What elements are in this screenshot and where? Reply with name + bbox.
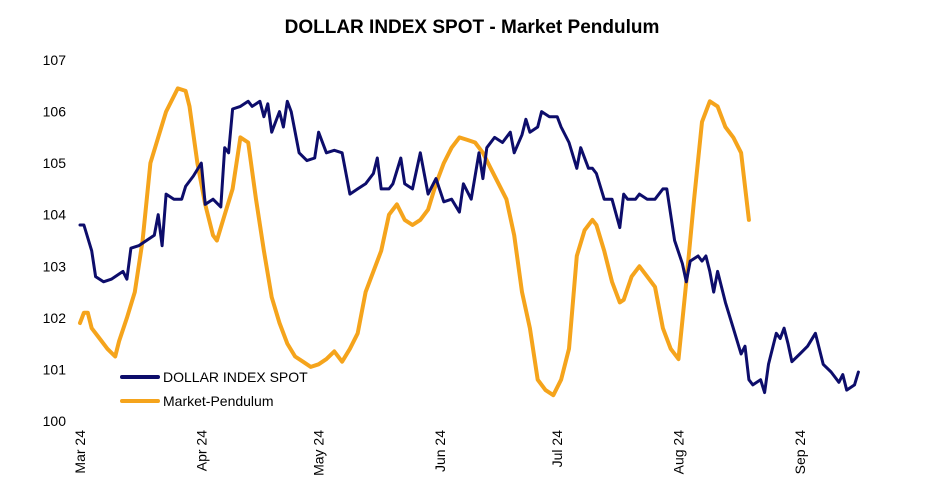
- y-axis: 100 101 102 103 104 105 106 107: [43, 52, 67, 429]
- y-tick-label: 104: [43, 207, 67, 223]
- y-tick-label: 100: [43, 413, 67, 429]
- legend-label-dollar-index: DOLLAR INDEX SPOT: [163, 369, 308, 385]
- x-tick-label: Jun 24: [432, 430, 448, 472]
- x-tick-label: Sep 24: [792, 430, 808, 475]
- y-tick-label: 106: [43, 104, 67, 120]
- x-tick-label: Mar 24: [72, 430, 88, 474]
- y-tick-label: 102: [43, 310, 67, 326]
- x-axis: Mar 24 Apr 24 May 24 Jun 24 Jul 24 Aug 24 Sep …: [72, 430, 808, 476]
- chart-title: DOLLAR INDEX SPOT - Market Pendulum: [285, 17, 660, 38]
- legend-label-market-pendulum: Market-Pendulum: [163, 393, 274, 409]
- plot-area: [78, 86, 860, 398]
- y-tick-label: 101: [43, 361, 67, 377]
- y-tick-label: 105: [43, 155, 67, 171]
- legend: DOLLAR INDEX SPOT Market-Pendulum: [120, 369, 308, 409]
- x-tick-label: May 24: [311, 430, 327, 476]
- x-tick-label: Aug 24: [671, 430, 687, 475]
- y-tick-label: 107: [43, 52, 67, 68]
- series-line-market-pendulum: [78, 86, 751, 398]
- series-line-dollar-index: [78, 99, 860, 395]
- y-tick-label: 103: [43, 258, 67, 274]
- x-tick-label: Jul 24: [549, 430, 565, 468]
- x-tick-label: Apr 24: [193, 430, 209, 471]
